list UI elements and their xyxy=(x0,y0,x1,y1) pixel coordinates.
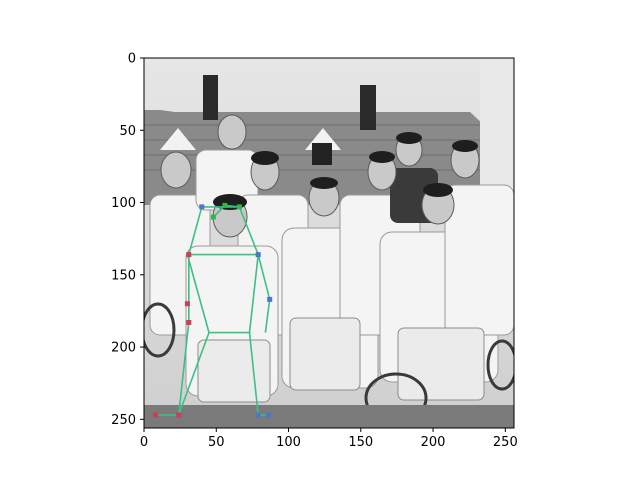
keypoint-10 xyxy=(267,296,273,302)
y-tick-label: 200 xyxy=(111,341,136,356)
keypoint-0 xyxy=(153,412,159,418)
keypoint-12 xyxy=(265,412,271,418)
skeleton-line-4 xyxy=(248,254,259,333)
background-photo xyxy=(144,58,514,428)
keypoint-8 xyxy=(236,204,242,210)
x-tick-label: 150 xyxy=(348,435,373,450)
y-tick-label: 250 xyxy=(111,413,136,428)
keypoint-5 xyxy=(199,204,205,210)
x-axis: 0 50 100 150 200 250 xyxy=(140,428,518,450)
x-tick-label: 200 xyxy=(421,435,446,450)
y-tick-label: 0 xyxy=(128,52,136,67)
keypoint-7 xyxy=(222,202,228,208)
y-tick-label: 50 xyxy=(119,124,136,139)
axes-frame xyxy=(143,57,515,429)
keypoint-2 xyxy=(186,320,192,325)
pose-keypoints xyxy=(153,202,273,418)
x-tick-label: 0 xyxy=(140,435,148,450)
y-axis: 0 50 100 150 200 250 xyxy=(111,52,144,428)
keypoint-3 xyxy=(184,301,190,307)
keypoint-6 xyxy=(210,214,216,220)
skeleton-line-3 xyxy=(186,254,210,333)
keypoint-4 xyxy=(186,252,192,258)
skeleton-line-2 xyxy=(188,206,259,255)
x-tick-label: 50 xyxy=(208,435,225,450)
keypoint-1 xyxy=(176,412,182,418)
x-tick-label: 250 xyxy=(493,435,518,450)
keypoint-11 xyxy=(255,412,261,418)
y-tick-label: 100 xyxy=(111,196,136,211)
x-tick-label: 100 xyxy=(276,435,301,450)
y-tick-label: 150 xyxy=(111,268,136,283)
skeleton-line-1 xyxy=(177,253,271,416)
keypoint-9 xyxy=(255,252,261,258)
